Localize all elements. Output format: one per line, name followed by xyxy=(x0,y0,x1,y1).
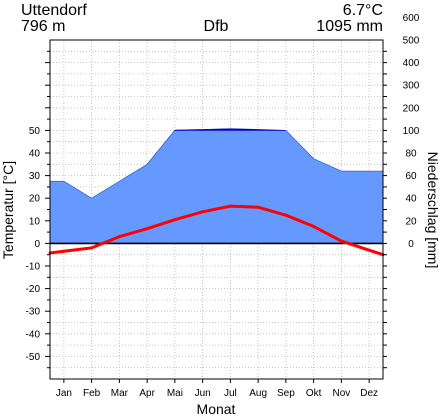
x-tick-label: Nov xyxy=(332,388,350,399)
x-tick-label: Mar xyxy=(111,388,129,399)
right-tick-label: 600 xyxy=(403,13,420,24)
precipitation-areas xyxy=(49,128,384,244)
right-tick-label: 300 xyxy=(403,81,420,92)
right-axis-ticks: 900800700600500400300200100806040200 xyxy=(383,0,420,369)
x-tick-label: Aug xyxy=(249,388,267,399)
x-axis-label: Monat xyxy=(197,401,236,417)
temperature-point xyxy=(90,246,94,250)
x-tick-label: Jun xyxy=(195,388,211,399)
x-tick-label: Jan xyxy=(56,388,72,399)
temperature-point xyxy=(62,249,66,253)
station-elevation: 796 m xyxy=(21,18,65,35)
left-tick-label: 50 xyxy=(29,126,41,137)
temperature-line xyxy=(48,204,385,257)
x-tick-label: Mai xyxy=(167,388,183,399)
temperature-point xyxy=(117,235,121,239)
annual-precipitation: 1095 mm xyxy=(316,18,383,35)
right-tick-label: 700 xyxy=(403,0,420,1)
right-tick-label: 20 xyxy=(405,216,417,227)
x-tick-label: Sep xyxy=(277,388,295,399)
temperature-point xyxy=(367,248,371,252)
temperature-point xyxy=(339,239,343,243)
temperature-point xyxy=(173,218,177,222)
temperature-point xyxy=(145,227,149,231)
x-tick-label: Apr xyxy=(139,388,155,399)
left-tick-label: -10 xyxy=(26,262,41,273)
station-name: Uttendorf xyxy=(21,2,87,19)
left-tick-label: 30 xyxy=(29,171,41,182)
left-axis-ticks: 50 40 30 20 10 0 -10 -20 -30 -40 -50 xyxy=(26,50,50,369)
right-tick-label: 0 xyxy=(408,239,414,250)
temperature-point xyxy=(312,224,316,228)
right-tick-label: 200 xyxy=(403,103,420,114)
left-tick-label: 40 xyxy=(29,149,41,160)
right-tick-label: 80 xyxy=(405,149,417,160)
right-axis-label: Niederschlag [mm] xyxy=(425,152,439,269)
temperature-point xyxy=(284,213,288,217)
left-tick-label: 10 xyxy=(29,216,41,227)
temperature-point xyxy=(256,205,260,209)
precipitation-perhumid-band xyxy=(173,128,286,131)
x-tick-label: Feb xyxy=(83,388,101,399)
annual-temperature: 6.7°C xyxy=(343,2,383,19)
temperature-point xyxy=(228,204,232,208)
temperature-series xyxy=(48,204,385,257)
climate-class: Dfb xyxy=(204,18,229,35)
left-tick-label: -30 xyxy=(26,307,41,318)
x-axis-ticks: Jan Feb Mar Apr Mai Jun Jul Aug Sep Okt Nov Dez xyxy=(56,379,378,399)
left-tick-label: -20 xyxy=(26,284,41,295)
left-tick-label: -50 xyxy=(26,352,41,363)
x-tick-label: Dez xyxy=(360,388,378,399)
x-tick-label: Okt xyxy=(306,388,322,399)
grid-lines xyxy=(50,40,383,379)
left-axis-label: Temperatur [°C] xyxy=(0,161,16,259)
right-tick-label: 100 xyxy=(403,126,420,137)
left-tick-label: 0 xyxy=(34,239,40,250)
right-tick-label: 60 xyxy=(405,171,417,182)
x-tick-label: Jul xyxy=(224,388,237,399)
right-tick-label: 40 xyxy=(405,194,417,205)
temperature-point xyxy=(201,210,205,214)
right-tick-label: 400 xyxy=(403,58,420,69)
right-tick-label: 500 xyxy=(403,36,420,47)
left-tick-label: 20 xyxy=(29,194,41,205)
left-tick-label: -40 xyxy=(26,329,41,340)
